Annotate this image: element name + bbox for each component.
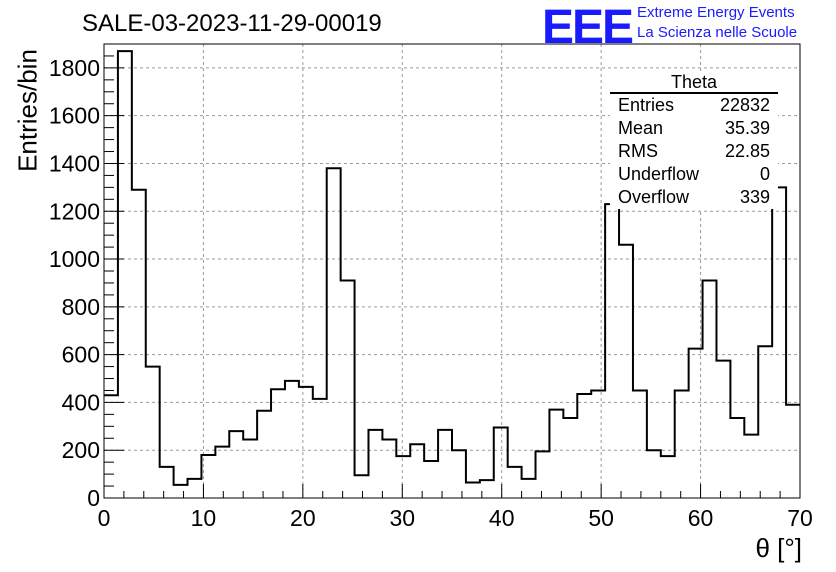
histogram-line: [104, 50, 800, 486]
stats-label: Overflow: [618, 187, 690, 207]
histogram-bin: [508, 467, 522, 498]
histogram-bin: [313, 399, 327, 498]
stats-row-mean: Mean 35.39: [610, 117, 778, 140]
histogram-bin: [355, 475, 369, 498]
x-axis-label: θ [°]: [755, 533, 802, 563]
stats-value: 35.39: [724, 118, 770, 138]
y-tick-label: 1400: [49, 150, 100, 176]
histogram-bin: [647, 450, 661, 498]
histogram-bin: [661, 456, 675, 498]
histogram-bin: [786, 405, 800, 498]
histogram-bin: [285, 381, 299, 498]
histogram-bin: [758, 346, 772, 498]
stats-value: 22832: [719, 95, 770, 115]
stats-label: Mean: [618, 118, 664, 138]
histogram-bin: [243, 439, 257, 498]
stats-value: 22.85: [724, 141, 770, 161]
x-tick-label: 20: [290, 505, 316, 531]
stats-row-entries: Entries 22832: [610, 94, 778, 117]
histogram-bin: [619, 245, 633, 498]
histogram-bin: [549, 410, 563, 498]
x-tick-label: 40: [489, 505, 515, 531]
y-tick-label: 800: [62, 294, 100, 320]
x-tick-label: 50: [588, 505, 614, 531]
histogram-bin: [396, 456, 410, 498]
x-tick-label: 10: [191, 505, 217, 531]
histogram-bin: [201, 455, 215, 498]
histogram-bin: [341, 281, 355, 498]
histogram-bin: [591, 390, 605, 498]
histogram-bin: [577, 394, 591, 498]
stats-label: Entries: [618, 95, 675, 115]
stats-row-rms: RMS 22.85: [610, 140, 778, 163]
stats-value: 0: [759, 164, 770, 184]
histogram-bin: [132, 190, 146, 498]
histogram-bin: [146, 367, 160, 498]
logo-line-1: Extreme Energy Events: [637, 4, 795, 21]
y-tick-label: 600: [62, 342, 100, 368]
stats-label: RMS: [618, 141, 658, 161]
histogram-bin: [271, 389, 285, 498]
histogram-bin: [703, 281, 717, 498]
stats-label: Underflow: [618, 164, 700, 184]
chart-title: SALE-03-2023-11-29-00019: [82, 10, 382, 37]
histogram-bin: [563, 418, 577, 498]
histogram-bin: [229, 431, 243, 498]
histogram-bin: [772, 187, 786, 498]
histogram-bin: [368, 430, 382, 498]
x-tick-label: 70: [787, 505, 813, 531]
histogram-bin: [605, 204, 619, 498]
stats-row-overflow: Overflow 339: [610, 186, 778, 209]
y-tick-label: 200: [62, 437, 100, 463]
histogram-bin: [188, 479, 202, 498]
histogram-bin: [689, 349, 703, 498]
histogram-bin: [299, 387, 313, 498]
y-tick-label: 1000: [49, 246, 100, 272]
histogram-bin: [438, 430, 452, 498]
histogram-bin: [174, 485, 188, 498]
histogram-bin: [104, 395, 118, 498]
histogram-bin: [257, 411, 271, 498]
x-tick-label: 30: [389, 505, 415, 531]
stats-value: 339: [739, 187, 770, 207]
histogram-bin: [716, 361, 730, 498]
histogram-bin: [118, 51, 132, 498]
y-tick-label: 1600: [49, 103, 100, 129]
histogram-bin: [410, 444, 424, 498]
histogram-bin: [633, 390, 647, 498]
y-axis-label: Entries/bin: [12, 49, 43, 172]
histogram-bin: [480, 480, 494, 498]
eee-logo: EEE: [542, 1, 634, 54]
histogram-bin: [730, 418, 744, 498]
stats-title: Theta: [610, 72, 778, 94]
histogram-bin: [522, 479, 536, 498]
x-tick-label: 60: [688, 505, 714, 531]
histogram-bin: [424, 461, 438, 498]
histogram-bin: [327, 168, 341, 498]
stats-row-underflow: Underflow 0: [610, 163, 778, 186]
histogram-bin: [494, 428, 508, 498]
logo-line-2: La Scienza nelle Scuole: [637, 24, 798, 41]
histogram-bin: [466, 482, 480, 498]
y-tick-label: 400: [62, 389, 100, 415]
histogram-bin: [382, 439, 396, 498]
histogram-bin: [744, 435, 758, 498]
x-tick-label: 0: [98, 505, 111, 531]
y-tick-label: 0: [87, 485, 100, 511]
histogram-bin: [536, 451, 550, 498]
histogram-bin: [675, 390, 689, 498]
stats-box: Theta Entries 22832 Mean 35.39 RMS 22.85 Un…: [610, 72, 778, 209]
histogram-bin: [160, 467, 174, 498]
histogram-bin: [215, 447, 229, 498]
y-tick-label: 1800: [49, 55, 100, 81]
histogram-bin: [452, 450, 466, 498]
y-tick-label: 1200: [49, 198, 100, 224]
